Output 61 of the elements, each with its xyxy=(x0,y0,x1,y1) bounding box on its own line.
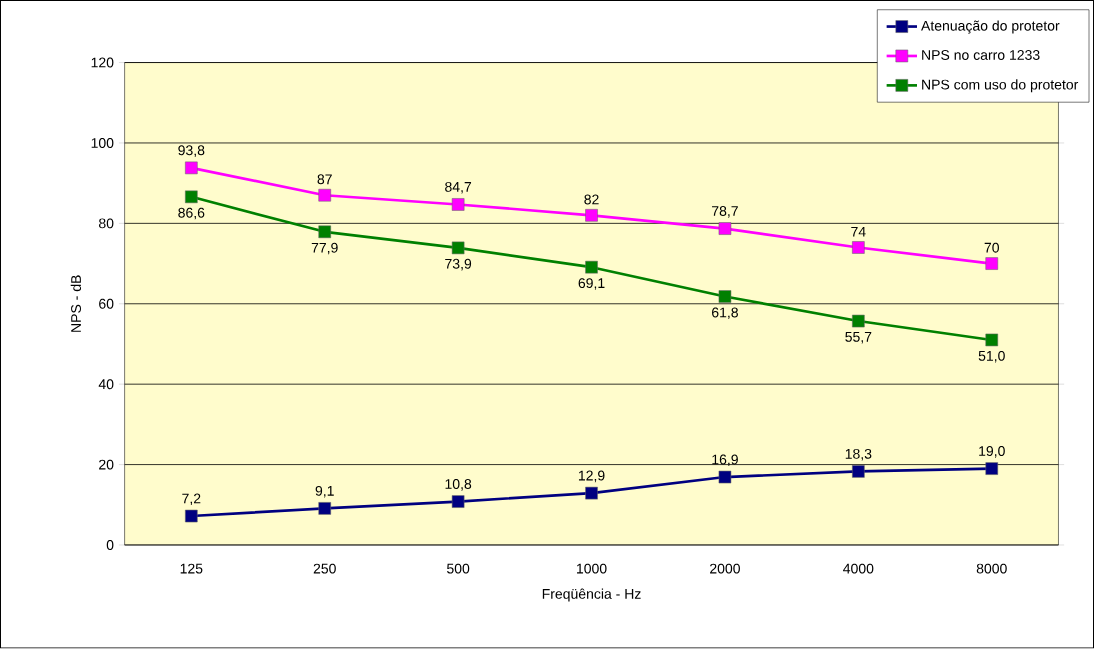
data-label: 86,6 xyxy=(178,207,205,220)
data-label: 19,0 xyxy=(979,446,1005,458)
x-tick-label: 1000 xyxy=(577,563,607,574)
data-label: 78,7 xyxy=(712,206,738,218)
point xyxy=(451,198,465,211)
point xyxy=(985,333,999,347)
point xyxy=(585,487,598,500)
point xyxy=(852,314,865,328)
point xyxy=(185,190,198,204)
point xyxy=(318,189,331,202)
data-label: 18,3 xyxy=(845,449,872,461)
y-axis-title: NPS - dB xyxy=(70,275,82,333)
x-tick-label: 8000 xyxy=(976,563,1007,574)
point xyxy=(585,209,598,222)
data-label: 73,9 xyxy=(445,259,472,271)
x-tick-label: 500 xyxy=(447,563,470,574)
point xyxy=(985,257,999,271)
y-tick-label: 0 xyxy=(106,540,114,551)
data-label: 10,8 xyxy=(445,479,472,491)
y-tick-label: 40 xyxy=(98,379,114,390)
data-label: 84,7 xyxy=(445,182,472,194)
data-label: 55,7 xyxy=(845,332,872,344)
point xyxy=(718,290,732,303)
data-label: 93,8 xyxy=(178,145,205,158)
point xyxy=(852,241,865,254)
point xyxy=(852,465,865,478)
point xyxy=(318,225,331,239)
data-label: 7,2 xyxy=(182,493,201,506)
x-tick-label: 125 xyxy=(180,563,203,574)
y-tick-label: 120 xyxy=(91,57,114,68)
y-tick-label: 80 xyxy=(99,218,114,229)
x-tick-label: 2000 xyxy=(710,563,740,574)
data-label: 77,9 xyxy=(311,242,338,255)
data-label: 70 xyxy=(984,242,999,253)
x-tick-label: 4000 xyxy=(843,563,874,574)
point xyxy=(185,509,198,523)
data-label: 16,9 xyxy=(712,454,738,467)
y-tick-label: 20 xyxy=(99,459,114,470)
data-label: 82 xyxy=(584,194,599,205)
point xyxy=(585,261,598,274)
data-label: 61,8 xyxy=(712,307,738,320)
y-tick-label: 100 xyxy=(91,138,114,149)
point xyxy=(318,502,331,515)
y-tick-label: 60 xyxy=(99,299,114,309)
data-label: 9,1 xyxy=(315,486,334,498)
data-label: 51,0 xyxy=(978,351,1005,363)
x-tick-label: 250 xyxy=(313,563,336,574)
point xyxy=(985,462,999,476)
legend-label: Atenuação do protetor xyxy=(921,20,1060,34)
point xyxy=(185,161,198,175)
point xyxy=(451,495,465,509)
data-label: 87 xyxy=(317,174,332,185)
point xyxy=(718,470,732,484)
data-label: 69,1 xyxy=(578,278,605,290)
legend-label: NPS no carro 1233 xyxy=(922,50,1040,61)
x-axis-title: Freqüência - Hz xyxy=(542,588,641,602)
data-label: 74 xyxy=(851,227,866,237)
point xyxy=(718,222,732,236)
point xyxy=(451,241,465,255)
data-label: 12,9 xyxy=(578,470,605,483)
legend-label: NPS com uso do protetor xyxy=(922,79,1079,93)
